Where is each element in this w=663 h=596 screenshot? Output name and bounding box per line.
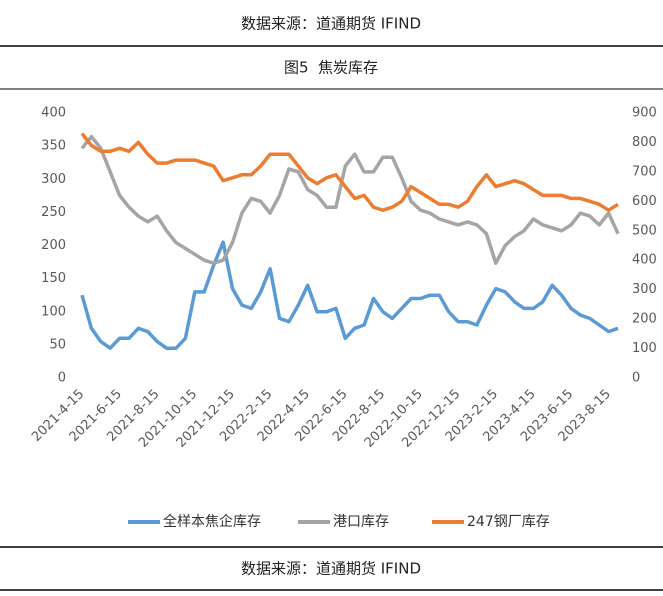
source-footer: 数据来源：道通期货 IFIND — [241, 560, 421, 578]
y2-tick-label: 0 — [632, 371, 640, 386]
chart-title: 图5 焦炭库存 — [284, 59, 378, 77]
series-line — [80, 134, 620, 265]
source-header: 数据来源：道通期货 IFIND — [241, 15, 421, 33]
y-tick-label: 400 — [41, 106, 66, 121]
y-tick-label: 100 — [41, 304, 66, 319]
y-tick-label: 350 — [41, 139, 66, 154]
y2-tick-label: 800 — [632, 135, 657, 150]
y-tick-label: 0 — [58, 371, 66, 386]
y2-tick-label: 100 — [632, 341, 657, 356]
y2-tick-label: 600 — [632, 194, 657, 209]
series-line — [80, 240, 619, 350]
y2-tick-label: 500 — [632, 223, 657, 238]
y-tick-label: 300 — [41, 172, 66, 187]
y2-tick-label: 300 — [632, 282, 657, 297]
y-tick-label: 250 — [41, 205, 66, 220]
y-tick-label: 150 — [41, 271, 66, 286]
y-tick-label: 200 — [41, 238, 66, 253]
legend-label: 全样本焦企库存 — [163, 513, 261, 530]
legend-label: 247钢厂库存 — [467, 514, 550, 530]
y2-tick-label: 400 — [632, 253, 657, 268]
legend-label: 港口库存 — [333, 514, 389, 530]
y-tick-label: 50 — [49, 337, 66, 352]
y2-tick-label: 200 — [632, 312, 657, 327]
y2-tick-label: 700 — [632, 164, 657, 179]
series-line — [80, 132, 619, 212]
y2-tick-label: 900 — [632, 106, 657, 121]
